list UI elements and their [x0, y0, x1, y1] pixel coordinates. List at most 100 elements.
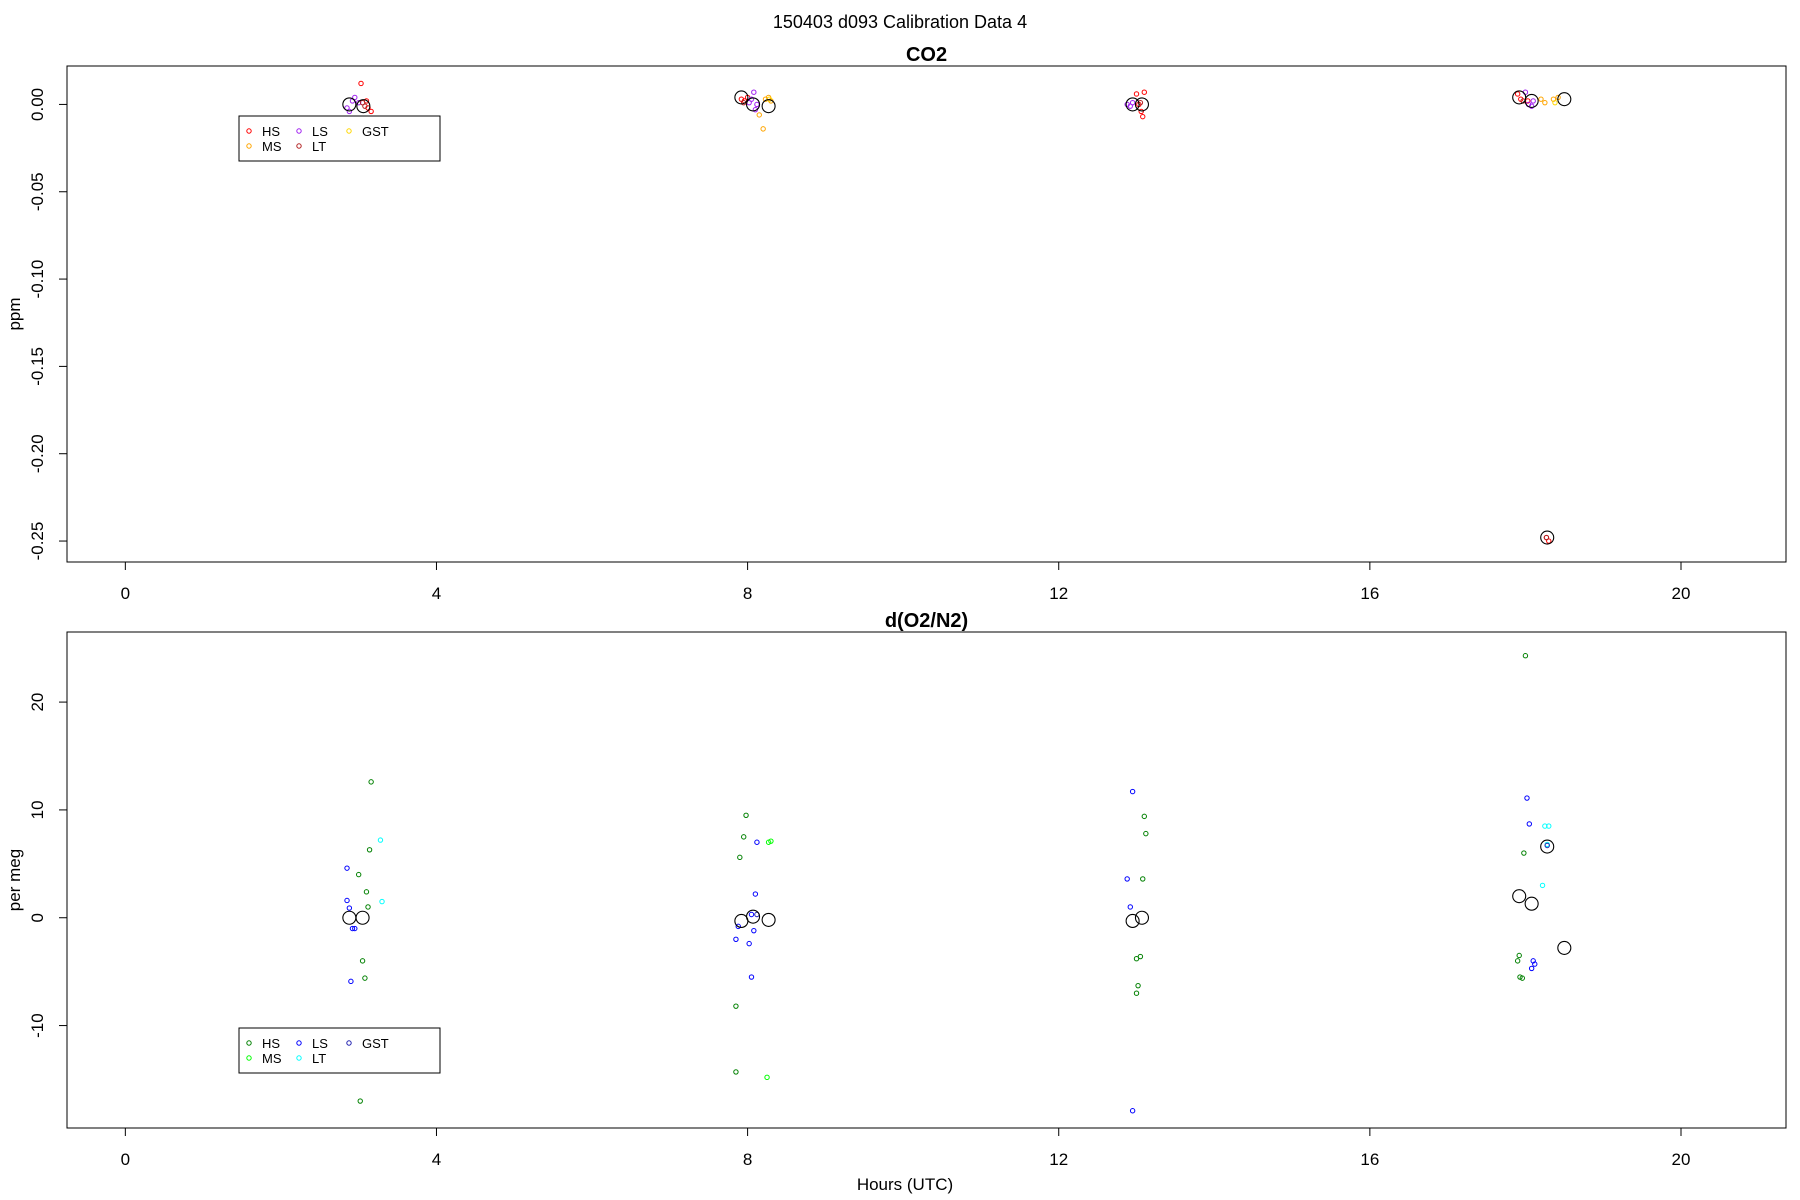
data-point [1519, 975, 1526, 981]
co2-series-hs [358, 80, 1552, 544]
figure-title: 150403 d093 Calibration Data 4 [773, 12, 1027, 32]
data-point [368, 108, 374, 115]
data-point [1129, 99, 1136, 106]
data-point [1514, 958, 1521, 964]
mean-point [342, 910, 357, 925]
o2n2-y-axis-label: per meg [5, 849, 24, 911]
data-point [754, 101, 760, 108]
data-point [1143, 830, 1149, 837]
data-point [1133, 956, 1140, 962]
o2n2-x-tick-label: 20 [1672, 1150, 1691, 1169]
data-point [368, 779, 374, 785]
mean-point [734, 90, 749, 105]
co2-y-tick-label: -0.05 [28, 172, 47, 211]
mean-point [1540, 530, 1555, 545]
data-point [1544, 842, 1550, 849]
legend-label: LS [312, 1036, 328, 1051]
data-point [1514, 91, 1521, 97]
data-point [733, 1003, 739, 1009]
data-point [1141, 813, 1147, 820]
mean-point [1557, 92, 1572, 107]
data-point [355, 871, 362, 878]
data-point [1546, 823, 1552, 829]
co2-y-tick-label: -0.15 [28, 347, 47, 386]
data-point [733, 1069, 739, 1075]
data-point [1528, 103, 1535, 109]
co2-x-tick-label: 8 [743, 584, 752, 603]
data-point [1140, 876, 1146, 882]
data-point [1133, 990, 1140, 996]
data-point [1516, 952, 1522, 959]
data-point [362, 975, 368, 981]
data-point [366, 847, 373, 853]
data-point [363, 889, 370, 895]
data-point [760, 126, 766, 132]
legend-label: GST [362, 1036, 389, 1051]
mean-point [1125, 97, 1140, 112]
data-point [1521, 850, 1527, 856]
o2n2-y-tick-label: 0 [28, 913, 47, 922]
o2n2-x-tick-label: 0 [121, 1150, 130, 1169]
legend-marker [246, 143, 252, 149]
data-point [752, 891, 759, 897]
o2n2-x-axis-label: Hours (UTC) [857, 1175, 953, 1194]
co2-y-tick-label: 0.00 [28, 88, 47, 121]
legend-label: LT [312, 139, 326, 154]
mean-point [1557, 940, 1572, 955]
data-point [741, 834, 747, 840]
legend-marker [246, 128, 252, 134]
data-point [1133, 91, 1140, 97]
data-point [1522, 653, 1529, 659]
data-point [1542, 823, 1548, 829]
data-point [1538, 96, 1544, 102]
mean-point [761, 99, 776, 114]
legend-marker [246, 1055, 252, 1061]
mean-point [1134, 97, 1150, 112]
o2n2-series-gst [754, 842, 1550, 918]
data-point [346, 905, 353, 911]
legend-marker [346, 1040, 352, 1046]
data-point [1530, 958, 1536, 964]
data-point [362, 103, 368, 109]
data-point [1552, 99, 1558, 106]
legend-marker [296, 143, 302, 149]
data-point [768, 838, 774, 844]
mean-point [734, 913, 749, 929]
data-point [1129, 788, 1136, 795]
data-point [1137, 99, 1144, 106]
o2n2-panel: d(O2/N2) 0 4 8 12 16 20 20 10 0 -10 per meg Hours (U… [5, 610, 1787, 1194]
o2n2-series-lt [377, 823, 1552, 905]
mean-point [355, 910, 370, 925]
data-point [1524, 795, 1530, 801]
o2n2-series-mean [342, 839, 1572, 955]
legend-label: HS [262, 1036, 280, 1051]
data-point [1129, 1108, 1136, 1114]
data-point [735, 923, 741, 930]
data-point [1543, 534, 1550, 541]
mean-point [356, 99, 371, 114]
legend-marker [296, 1055, 302, 1061]
co2-panel: CO2 0 4 8 12 16 20 0.00 -0.05 -0.10 -0.15 -0.20 -0.2… [5, 44, 1787, 603]
data-point [748, 974, 755, 980]
co2-x-tick-label: 0 [121, 584, 130, 603]
o2n2-x-tick-label: 4 [432, 1150, 441, 1169]
legend-label: MS [262, 1051, 282, 1066]
co2-x-tick-label: 20 [1672, 584, 1691, 603]
o2n2-legend-box [238, 1027, 441, 1074]
mean-point [761, 912, 776, 927]
data-point [357, 1098, 363, 1104]
co2-x-tick-label: 16 [1360, 584, 1379, 603]
data-point [743, 812, 749, 819]
data-point [349, 925, 356, 932]
co2-y-tick-label: -0.20 [28, 434, 47, 473]
data-point [352, 94, 358, 101]
data-point [1542, 99, 1548, 106]
data-point [1528, 965, 1535, 972]
data-point [748, 911, 755, 918]
data-point [1526, 821, 1533, 827]
legend-label: HS [262, 124, 280, 139]
data-point [766, 96, 773, 102]
data-point [746, 940, 752, 947]
o2n2-series-ls [344, 788, 1538, 1114]
